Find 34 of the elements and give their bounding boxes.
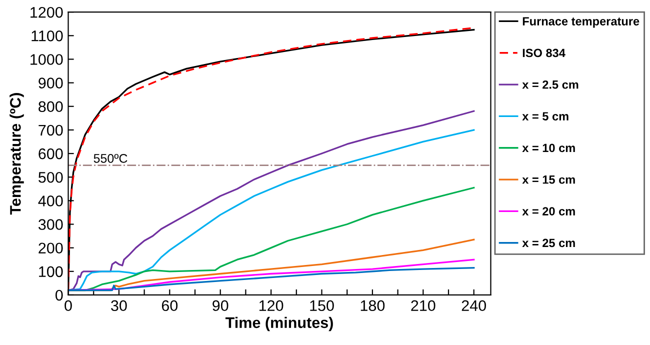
- y-tick-label: 700: [38, 124, 63, 136]
- legend-label: Furnace temperature: [522, 17, 640, 28]
- x-tick-label: 210: [411, 300, 436, 312]
- x-axis-title: Time (minutes): [225, 316, 333, 332]
- y-tick-label: 400: [38, 196, 63, 206]
- y-tick-label: 0: [55, 290, 63, 301]
- legend-label: x = 10 cm: [522, 144, 575, 152]
- y-tick-label: 600: [38, 148, 63, 160]
- legend-label: x = 15 cm: [522, 176, 575, 184]
- x-tick-label: 60: [162, 300, 178, 312]
- x-tick-label: 240: [462, 300, 486, 312]
- y-tick-label: 300: [38, 219, 63, 230]
- x-tick-label: 0: [64, 300, 72, 312]
- line-series: [68, 267, 475, 292]
- x-tick-label: 150: [310, 300, 334, 312]
- legend-label: x = 20 cm: [522, 207, 575, 216]
- legend-label: x = 25 cm: [522, 238, 575, 248]
- y-tick-label: 800: [38, 101, 63, 112]
- x-tick-label: 30: [111, 300, 127, 312]
- x-tick-label: 180: [360, 300, 385, 312]
- y-tick-label: 200: [38, 242, 63, 254]
- x-tick-label: 90: [212, 300, 228, 312]
- x-tick-label: 120: [259, 300, 284, 312]
- y-tick-label: 900: [38, 78, 63, 88]
- y-tick-label: 1100: [32, 30, 63, 42]
- y-axis-title: Temperature (ºC): [10, 93, 24, 215]
- ref-line-label: 550ºC: [94, 154, 128, 163]
- y-tick-label: 100: [39, 266, 63, 278]
- legend-label: ISO 834: [522, 48, 566, 58]
- y-tick-label: 1200: [30, 6, 63, 18]
- y-tick-label: 1000: [30, 54, 63, 65]
- y-tick-label: 500: [38, 172, 63, 183]
- legend-label: x = 2.5 cm: [522, 80, 578, 89]
- legend-label: x = 5 cm: [522, 112, 568, 120]
